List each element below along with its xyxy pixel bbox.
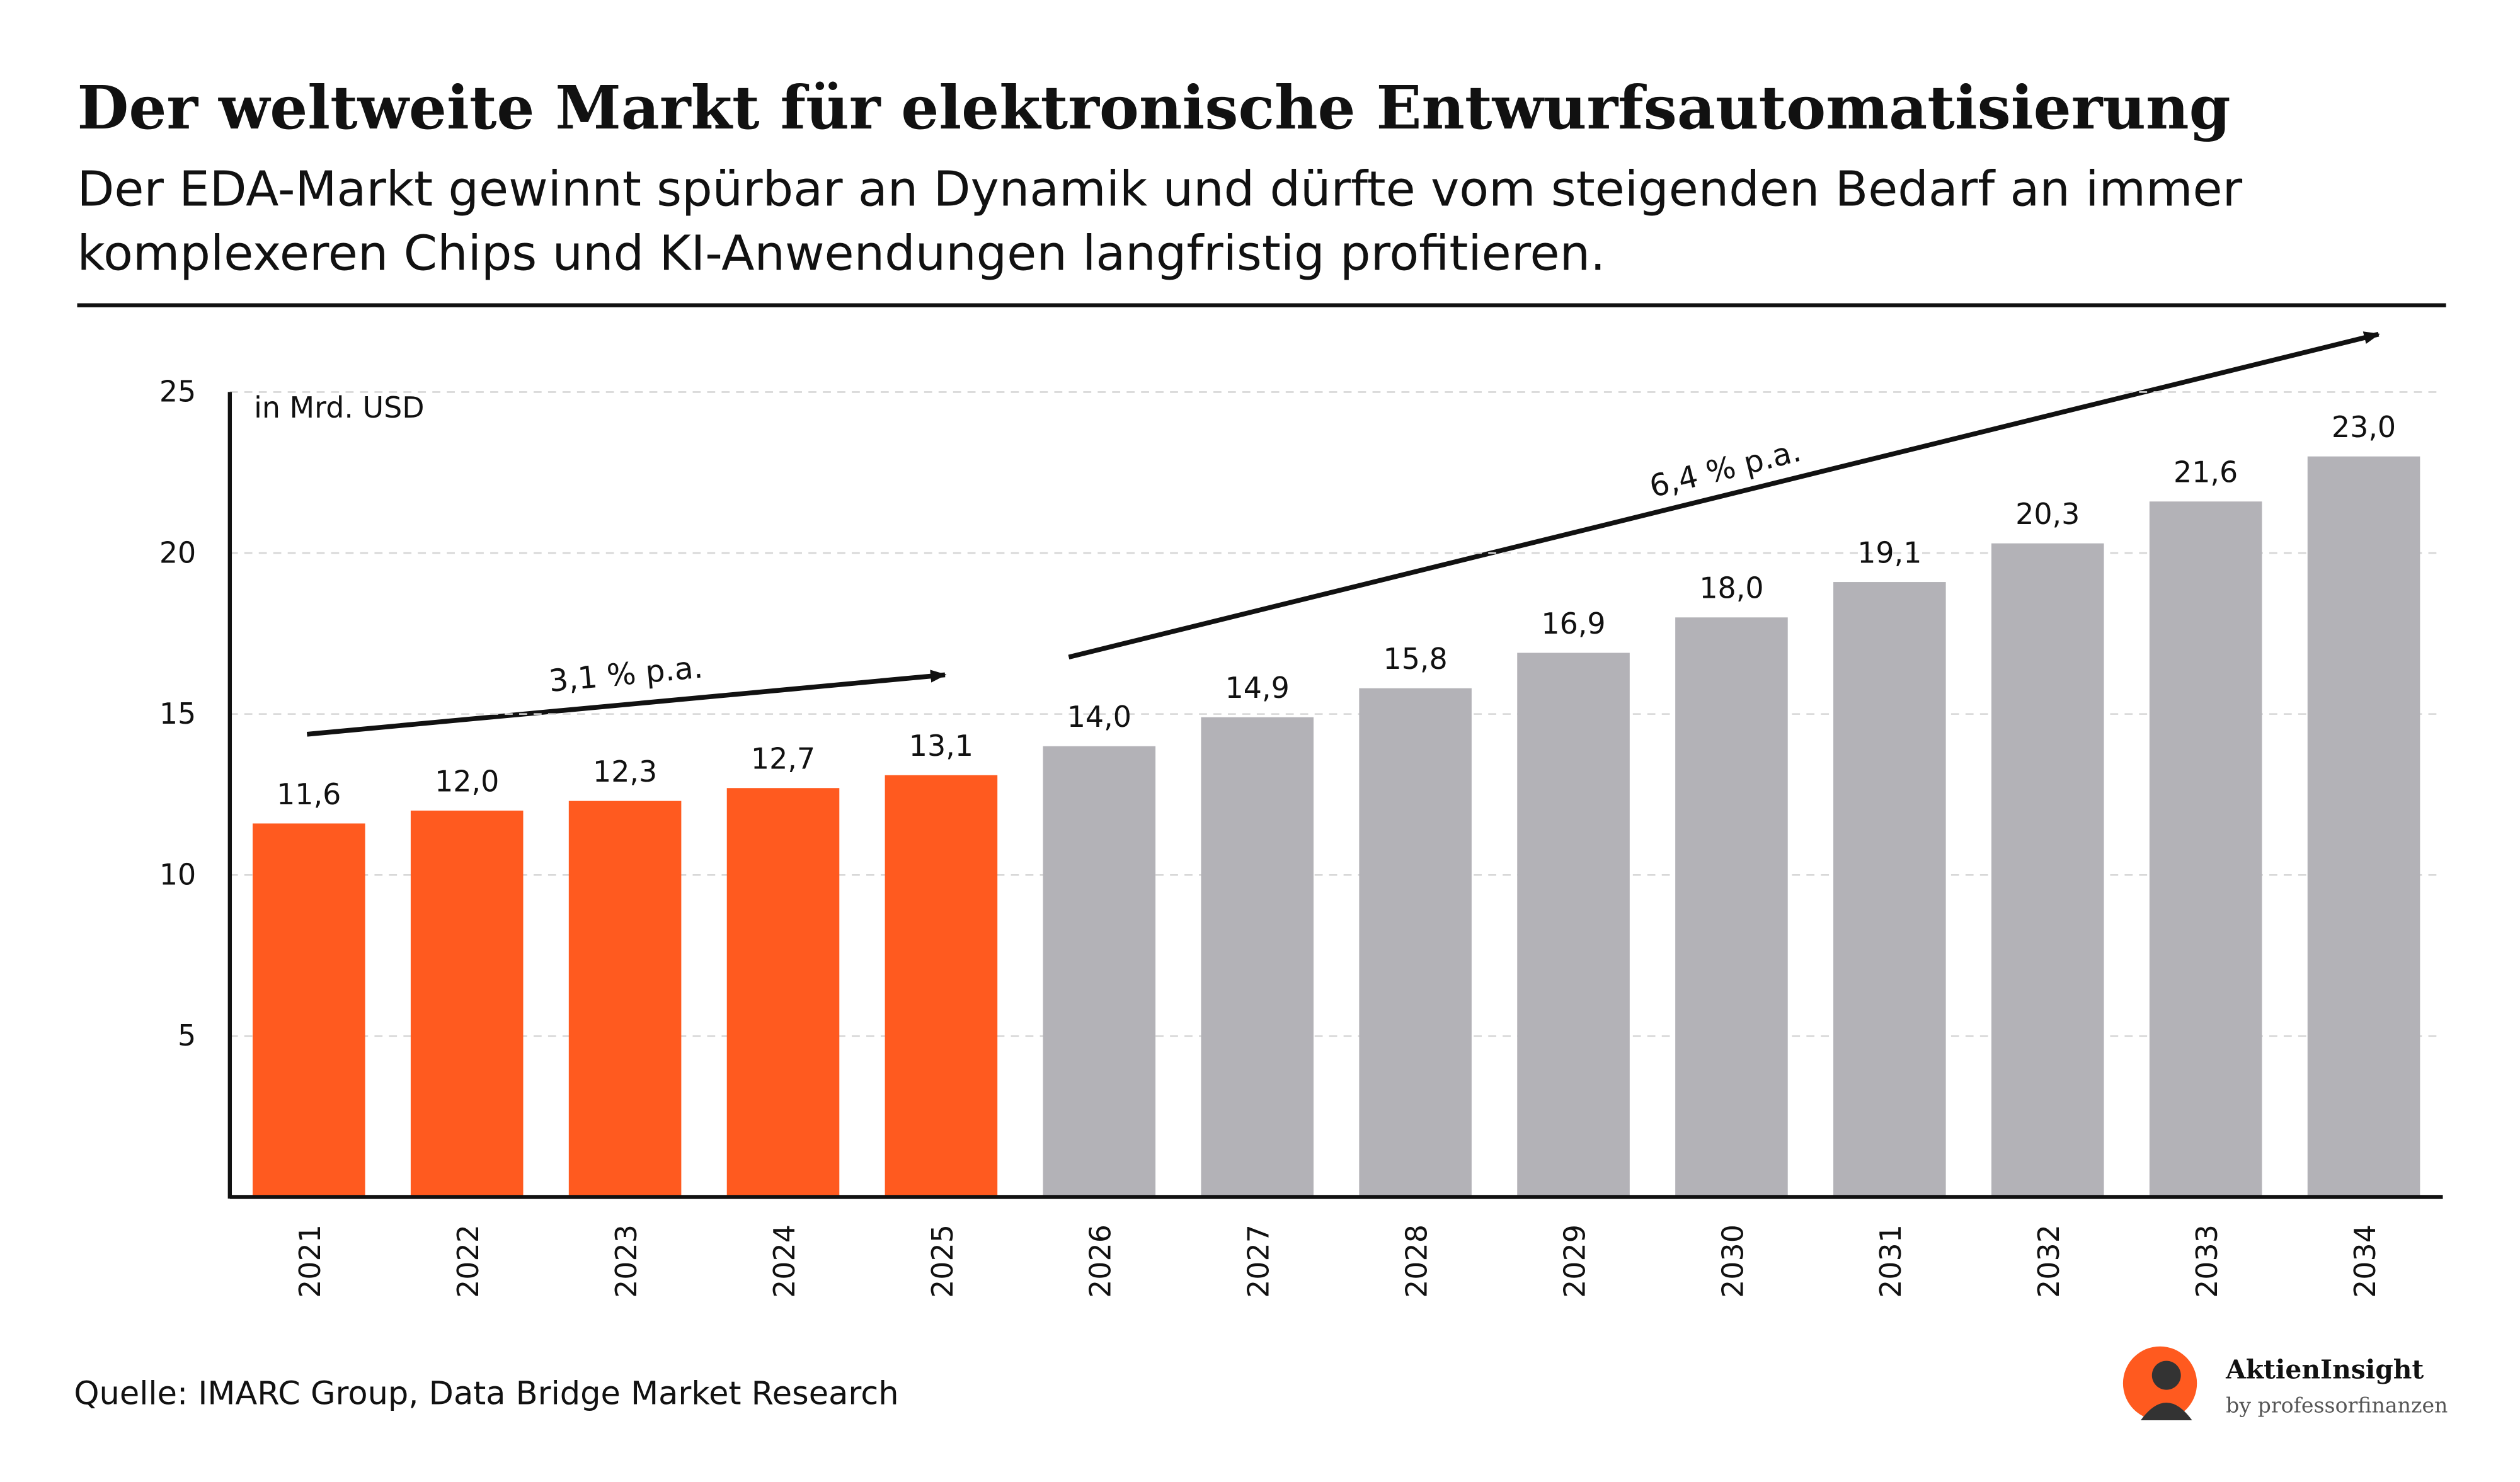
x-tick-label: 2033 — [2190, 1224, 2224, 1298]
x-tick-label: 2034 — [2348, 1224, 2382, 1298]
bar — [726, 788, 840, 1197]
logo — [2151, 1360, 2181, 1390]
chart-subtitle: Der EDA-Markt gewinnt spürbar an Dynamik… — [77, 162, 2242, 218]
chart-subtitle: komplexeren Chips und KI-Anwendungen lan… — [77, 226, 1605, 282]
annotation: 3,1 % p.a. — [547, 650, 704, 699]
y-tick-label: 5 — [178, 1018, 196, 1052]
bar — [253, 823, 365, 1197]
x-tick-label: 2026 — [1084, 1224, 1118, 1298]
x-tick-label: 2021 — [293, 1224, 327, 1298]
bar — [1991, 543, 2104, 1197]
bar — [410, 811, 524, 1197]
brand: AktienInsight — [2225, 1355, 2424, 1385]
y-tick-label: 20 — [159, 535, 196, 569]
value-label: 18,0 — [1699, 571, 1763, 605]
x-tick-label: 2027 — [1242, 1224, 1276, 1298]
value-label: 15,8 — [1383, 642, 1448, 676]
arrow — [306, 670, 947, 737]
value-label: 19,1 — [1857, 535, 1922, 569]
value-label: 14,9 — [1225, 671, 1290, 705]
x-tick-label: 2029 — [1557, 1224, 1591, 1298]
brand-sub: by professorfinanzen — [2226, 1393, 2448, 1417]
value-label: 12,0 — [435, 764, 499, 798]
value-label: 16,9 — [1541, 607, 1605, 641]
y-axis-label: in Mrd. USD — [254, 390, 425, 425]
y-tick-label: 15 — [159, 697, 196, 731]
value-label: 21,6 — [2174, 455, 2238, 489]
x-tick-label: 2031 — [1874, 1224, 1908, 1298]
value-label: 13,1 — [909, 729, 973, 763]
x-tick-label: 2022 — [451, 1224, 485, 1298]
value-label: 12,3 — [593, 755, 657, 789]
bar — [1043, 746, 1156, 1197]
value-label: 23,0 — [2332, 410, 2396, 444]
bar — [1359, 688, 1472, 1197]
x-tick-label: 2025 — [925, 1224, 959, 1298]
bar — [2307, 456, 2420, 1197]
value-label: 12,7 — [751, 742, 815, 776]
source: Quelle: IMARC Group, Data Bridge Market … — [74, 1376, 898, 1413]
value-label: 20,3 — [2015, 497, 2080, 531]
bar — [568, 801, 682, 1197]
logo — [2140, 1402, 2192, 1421]
bar — [1833, 582, 1946, 1197]
bar — [1517, 653, 1630, 1197]
x-tick-label: 2024 — [767, 1224, 801, 1298]
bar — [885, 775, 998, 1197]
bar — [2149, 501, 2262, 1197]
y-tick-label: 10 — [159, 858, 196, 892]
x-tick-label: 2023 — [609, 1224, 643, 1298]
x-tick-label: 2030 — [1715, 1224, 1750, 1298]
y-tick-label: 25 — [159, 375, 196, 409]
bar — [1675, 617, 1788, 1197]
value-label: 14,0 — [1067, 700, 1131, 734]
value-label: 11,6 — [277, 777, 341, 811]
x-tick-label: 2028 — [1399, 1224, 1433, 1298]
chart-title: Der weltweite Markt für elektronische En… — [77, 73, 2230, 143]
bar — [1201, 717, 1314, 1197]
arrow — [1068, 331, 2380, 660]
x-tick-label: 2032 — [2032, 1224, 2066, 1298]
